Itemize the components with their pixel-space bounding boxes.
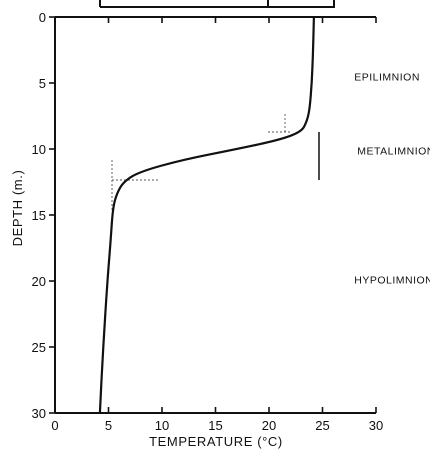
top-ticks [54,17,377,23]
y-tick-label: 0 [39,10,46,25]
y-axis-label: DEPTH (m.) [10,170,25,247]
x-axis-label: TEMPERATURE (°C) [149,434,283,449]
metalimnion-label: METALIMNION [357,145,430,157]
x-tick-label: 25 [315,418,329,433]
y-tick-label: 10 [32,142,46,157]
x-tick-label: 20 [262,418,276,433]
x-tick-label: 15 [208,418,222,433]
y-tick-label: 30 [32,406,46,421]
x-ticks: 0 5 10 15 20 25 30 [51,407,383,433]
cropped-header-remnant [99,0,335,8]
hypolimnion-label: HYPOLIMNION [354,275,430,287]
y-tick-label: 15 [32,208,46,223]
y-tick-label: 25 [32,340,46,355]
x-tick-label: 10 [155,418,169,433]
x-tick-label: 0 [51,418,58,433]
y-tick-label: 5 [39,76,46,91]
x-tick-label: 30 [369,418,383,433]
epilimnion-label: EPILIMNION [354,71,420,83]
y-ticks: 0 5 10 15 20 25 30 [32,10,55,421]
dotted-guides [111,114,292,212]
temperature-profile-line [98,15,315,415]
y-tick-label: 20 [32,274,46,289]
x-tick-label: 5 [105,418,112,433]
